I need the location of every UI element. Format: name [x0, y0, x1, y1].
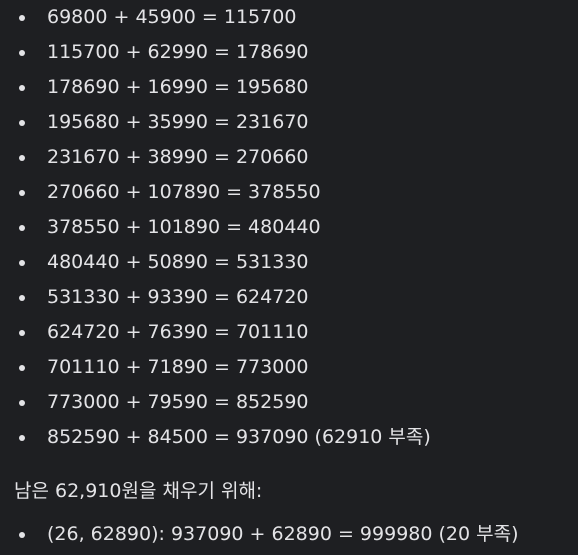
- bullet-icon: [19, 330, 25, 336]
- list-item-text: 195680 + 35990 = 231670: [47, 111, 309, 133]
- bullet-icon: [19, 225, 25, 231]
- bullet-icon: [19, 155, 25, 161]
- list-item: 69800 + 45900 = 115700: [0, 0, 578, 35]
- bullet-icon: [19, 532, 25, 538]
- list-item-text: 378550 + 101890 = 480440: [47, 216, 321, 238]
- list-item-text: 531330 + 93390 = 624720: [47, 286, 309, 308]
- list-item-text: 115700 + 62990 = 178690: [47, 41, 309, 63]
- summary-paragraph: 남은 62,910원을 채우기 위해:: [14, 480, 263, 502]
- list-item: 701110 + 71890 = 773000: [0, 350, 578, 385]
- list-item-text: 701110 + 71890 = 773000: [47, 356, 309, 378]
- calculation-list: 69800 + 45900 = 115700 115700 + 62990 = …: [0, 0, 578, 455]
- list-item-text: 773000 + 79590 = 852590: [47, 391, 309, 413]
- bullet-icon: [19, 260, 25, 266]
- list-item: 852590 + 84500 = 937090 (62910 부족): [0, 420, 578, 455]
- bullet-icon: [19, 15, 25, 21]
- bullet-icon: [19, 85, 25, 91]
- bullet-icon: [19, 190, 25, 196]
- list-item-text: (26, 62890): 937090 + 62890 = 999980 (20…: [47, 523, 519, 545]
- bullet-icon: [19, 295, 25, 301]
- list-item: 178690 + 16990 = 195680: [0, 70, 578, 105]
- list-item: (26, 62890): 937090 + 62890 = 999980 (20…: [0, 517, 578, 552]
- bullet-icon: [19, 50, 25, 56]
- list-item-text: 270660 + 107890 = 378550: [47, 181, 321, 203]
- list-item-text: 852590 + 84500 = 937090 (62910 부족): [47, 426, 431, 448]
- list-item: 378550 + 101890 = 480440: [0, 210, 578, 245]
- bullet-icon: [19, 120, 25, 126]
- bullet-icon: [19, 365, 25, 371]
- list-item-text: 178690 + 16990 = 195680: [47, 76, 309, 98]
- list-item: 531330 + 93390 = 624720: [0, 280, 578, 315]
- list-item-text: 231670 + 38990 = 270660: [47, 146, 309, 168]
- list-item-text: 624720 + 76390 = 701110: [47, 321, 309, 343]
- list-item: 624720 + 76390 = 701110: [0, 315, 578, 350]
- list-item-text: 480440 + 50890 = 531330: [47, 251, 309, 273]
- bullet-icon: [19, 400, 25, 406]
- list-item: 270660 + 107890 = 378550: [0, 175, 578, 210]
- list-item: 195680 + 35990 = 231670: [0, 105, 578, 140]
- bullet-icon: [19, 435, 25, 441]
- list-item: 773000 + 79590 = 852590: [0, 385, 578, 420]
- list-item: 480440 + 50890 = 531330: [0, 245, 578, 280]
- list-item: 115700 + 62990 = 178690: [0, 35, 578, 70]
- list-item: 231670 + 38990 = 270660: [0, 140, 578, 175]
- list-item-text: 69800 + 45900 = 115700: [47, 6, 297, 28]
- final-calculation-list: (26, 62890): 937090 + 62890 = 999980 (20…: [0, 517, 578, 552]
